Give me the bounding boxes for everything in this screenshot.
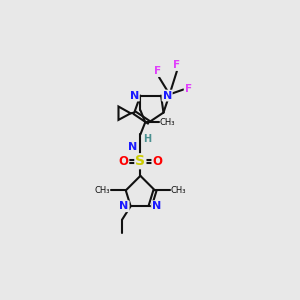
Text: N: N — [130, 91, 139, 100]
Text: O: O — [118, 155, 128, 168]
Text: F: F — [154, 66, 161, 76]
Text: CH₃: CH₃ — [95, 186, 110, 195]
Text: N: N — [152, 201, 161, 211]
Text: F: F — [184, 85, 192, 94]
Text: N: N — [163, 91, 172, 100]
Text: CH₃: CH₃ — [170, 186, 186, 195]
Text: H: H — [143, 134, 152, 144]
Text: O: O — [152, 155, 162, 168]
Text: N: N — [119, 201, 129, 211]
Text: CH₃: CH₃ — [160, 118, 175, 127]
Text: F: F — [173, 60, 180, 70]
Text: S: S — [135, 154, 146, 168]
Text: N: N — [128, 142, 137, 152]
